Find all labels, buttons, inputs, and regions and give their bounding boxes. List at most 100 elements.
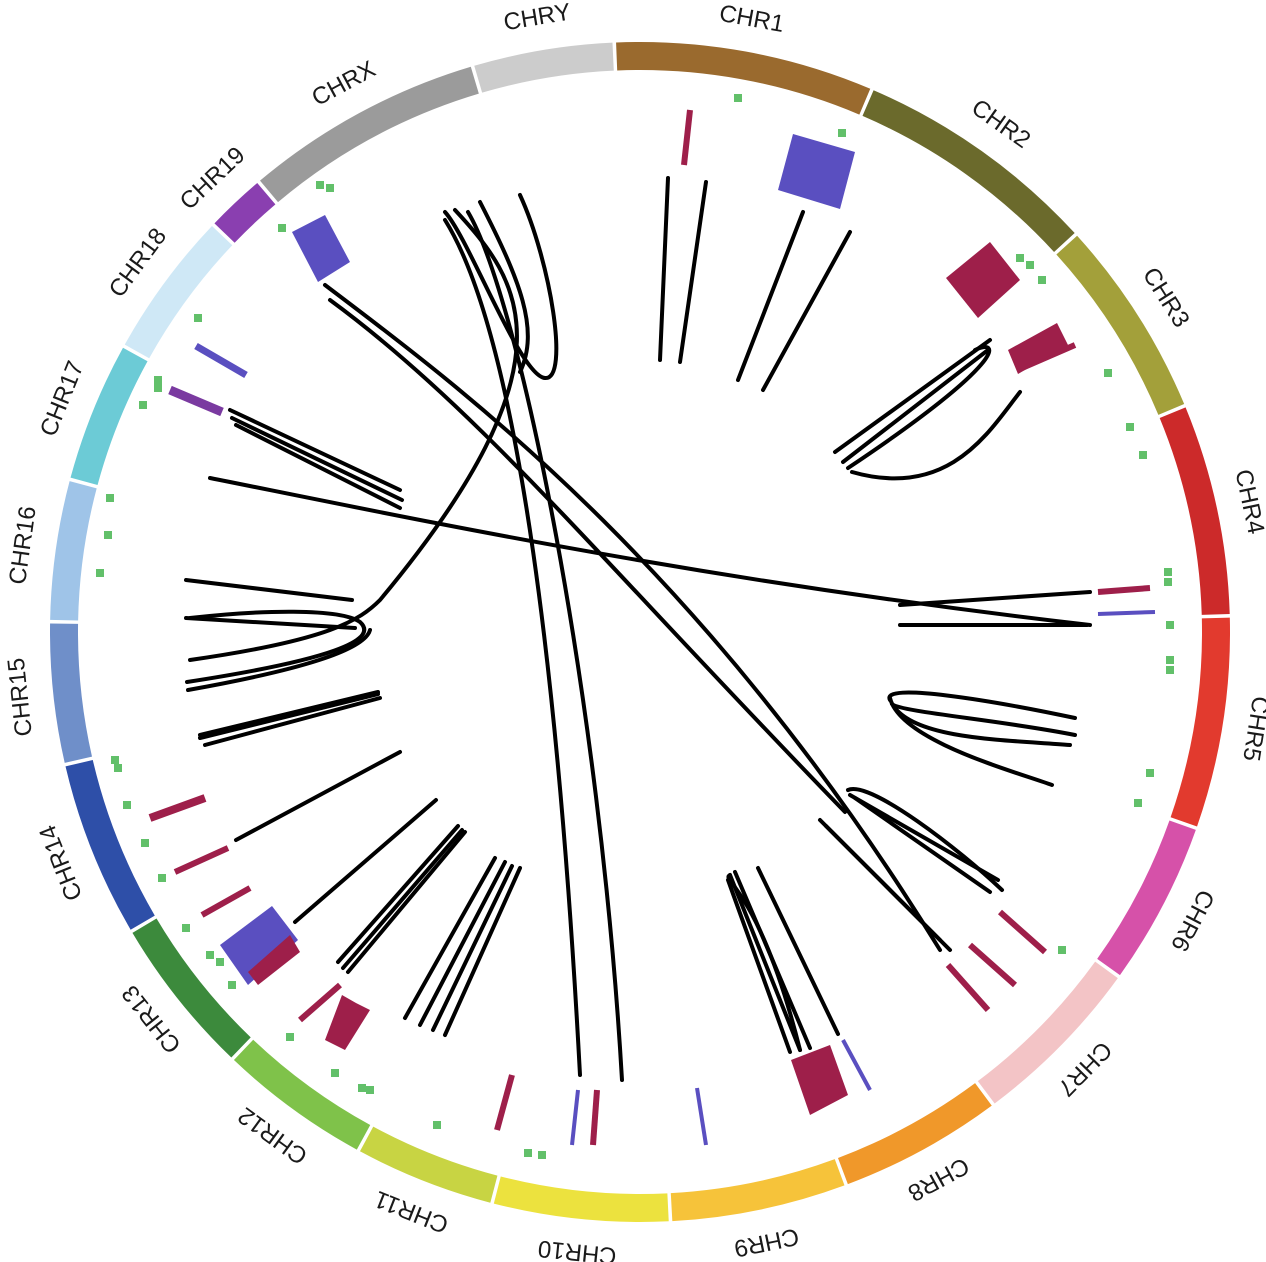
green-marker	[433, 1121, 441, 1129]
chromosome-segment-chr11	[359, 1126, 498, 1203]
chromosome-segment-chr3	[1056, 235, 1185, 415]
crimson-bar	[298, 982, 342, 1023]
crimson-bar	[998, 909, 1047, 955]
green-marker	[358, 1084, 366, 1092]
blue-bar	[841, 1039, 872, 1091]
link-16	[853, 796, 992, 894]
link-43	[208, 476, 1092, 627]
link-11	[890, 702, 1077, 737]
chromosome-label-chr3: CHR3	[1137, 263, 1195, 333]
link-7	[850, 390, 1022, 481]
link-3	[761, 230, 852, 392]
chromosome-label-chr5: CHR5	[1237, 694, 1266, 763]
green-marker	[1126, 423, 1134, 431]
green-marker	[1166, 656, 1174, 664]
green-marker	[1139, 451, 1147, 459]
link-50	[328, 298, 847, 814]
crimson-bar	[968, 942, 1017, 988]
chromosome-segment-chr12	[233, 1039, 371, 1150]
chromosome-labels: CHR1 CHR2 CHR3 CHR4 CHR5 CHR6 CHR7 CHR8 CHR9 CHR1…	[3, 0, 1266, 1262]
green-marker	[206, 951, 214, 959]
link-38	[185, 609, 367, 684]
link-0	[658, 176, 670, 362]
green-marker	[154, 376, 162, 384]
link-6	[846, 345, 992, 470]
crimson-bar	[173, 845, 230, 875]
link-48	[443, 218, 582, 1077]
crimson-bar	[681, 109, 693, 166]
chromosome-segment-chr4	[1159, 407, 1230, 615]
link-25	[418, 860, 507, 1027]
chromosome-segment-chr2	[862, 90, 1075, 252]
chromosome-label-chr7: CHR7	[1052, 1036, 1117, 1102]
green-marker	[1026, 261, 1034, 269]
links-layer	[184, 176, 1092, 1082]
green-marker	[141, 839, 149, 847]
chromosome-label-chr8: CHR8	[903, 1152, 973, 1207]
green-marker	[1166, 621, 1174, 629]
green-marker	[278, 224, 286, 232]
link-4	[833, 338, 992, 454]
green-marker	[1146, 769, 1154, 777]
chromosome-segment-chr15	[49, 623, 93, 763]
blue-bar	[570, 1089, 580, 1146]
green-marker	[111, 756, 119, 764]
blue-block	[220, 906, 298, 985]
chromosome-label-chr11: CHR11	[371, 1185, 452, 1238]
green-marker	[106, 494, 114, 502]
chromosome-segment-chry	[474, 42, 614, 93]
green-marker	[96, 569, 104, 577]
green-marker	[1164, 568, 1172, 576]
crimson-bar	[945, 963, 991, 1012]
feature-tracks	[96, 94, 1174, 1159]
chromosome-segment-chr10	[493, 1176, 669, 1222]
chromosome-segment-chr13	[132, 918, 251, 1058]
link-5	[841, 348, 990, 464]
blue-block	[292, 215, 350, 282]
chromosome-segment-chrx	[259, 66, 479, 203]
purple-bar	[168, 385, 224, 417]
crimson-block	[946, 242, 1020, 318]
link-23	[726, 873, 802, 1052]
green-marker	[182, 924, 190, 932]
link-1	[678, 180, 708, 364]
green-marker	[734, 94, 742, 102]
link-27	[443, 866, 522, 1037]
green-marker	[114, 764, 122, 772]
link-15	[848, 793, 1000, 882]
chromosome-segment-chr19	[214, 183, 276, 243]
chromosome-segment-chr18	[124, 225, 233, 359]
link-45	[478, 200, 530, 374]
green-marker	[326, 184, 334, 192]
link-41	[234, 423, 402, 510]
chromosome-segment-chr9	[670, 1159, 845, 1222]
chromosome-label-chr10: CHR10	[537, 1235, 618, 1262]
green-marker	[331, 1069, 339, 1077]
green-marker	[316, 181, 324, 189]
link-37	[184, 616, 357, 630]
link-8	[898, 590, 1092, 607]
link-42	[228, 408, 402, 492]
crimson-block	[791, 1045, 848, 1115]
green-marker	[1038, 276, 1046, 284]
link-47	[466, 210, 624, 1082]
link-2	[736, 210, 805, 382]
blue-bar	[194, 342, 248, 379]
chromosome-label-chr1: CHR1	[717, 0, 786, 38]
chromosome-segment-chr5	[1170, 617, 1230, 827]
link-29	[336, 824, 460, 964]
chromosome-label-chry: CHRY	[502, 0, 573, 36]
green-marker	[1166, 666, 1174, 674]
green-marker	[123, 801, 131, 809]
green-marker	[154, 384, 162, 392]
link-12	[893, 706, 1072, 747]
chromosome-ring	[49, 42, 1230, 1222]
chromosome-segment-chr8	[837, 1083, 992, 1185]
link-13	[888, 696, 1054, 787]
blue-bar	[1097, 610, 1156, 616]
blue-bar	[695, 1087, 708, 1146]
chromosome-label-chr17: CHR17	[35, 357, 89, 440]
link-30	[346, 830, 467, 974]
crimson-bar	[1097, 585, 1151, 595]
